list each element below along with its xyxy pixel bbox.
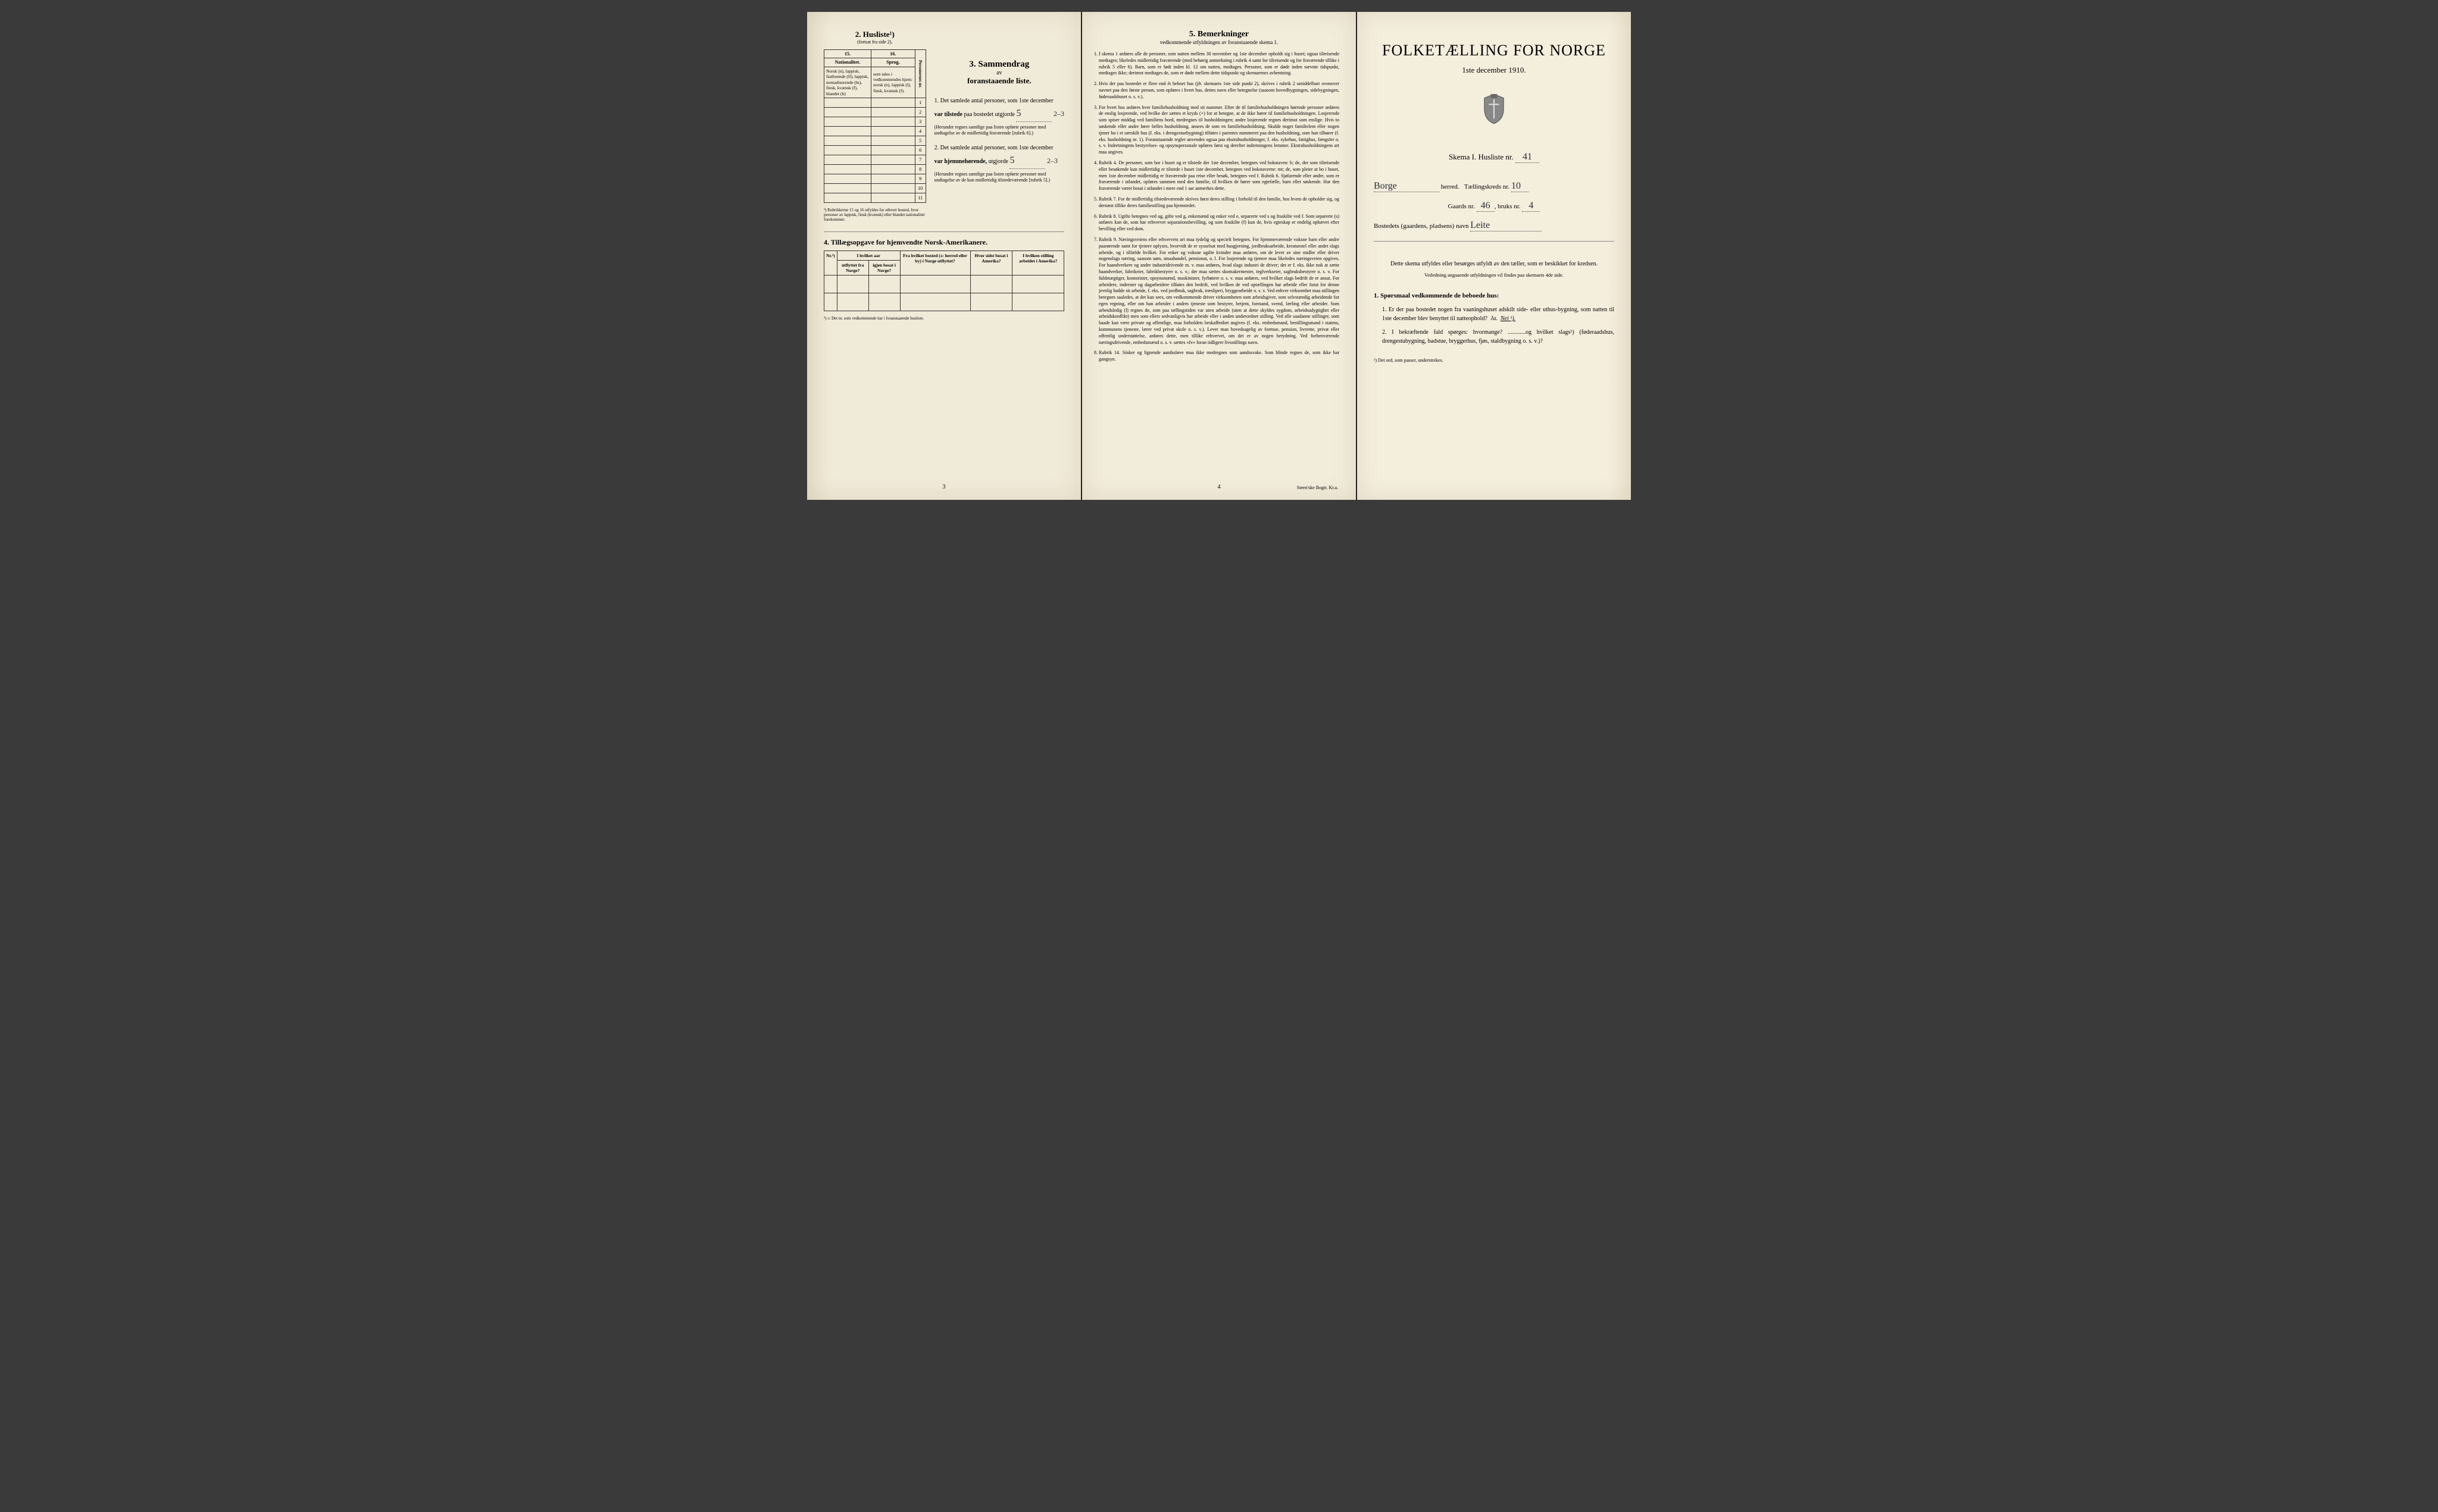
hjemme-count: 5	[1009, 153, 1045, 169]
row-2: 2	[915, 107, 926, 117]
sammendrag-num: 3.	[969, 60, 976, 69]
bruk-value: 4	[1522, 201, 1540, 212]
gaard-value: 46	[1477, 201, 1495, 212]
row-7: 7	[915, 155, 926, 164]
head-nationality: Nationalitet.	[824, 58, 871, 67]
sammendrag-av: av	[934, 70, 1064, 76]
head-language: Sprog,	[871, 58, 915, 67]
nationality-table: 15.16.Personernes nr. Nationalitet.Sprog…	[824, 49, 926, 203]
bemerkninger-title: 5. Bemerkninger	[1099, 30, 1339, 39]
bemerkninger-subtitle: vedkommende utfyldningen av foranstaaend…	[1099, 39, 1339, 45]
bem-item-8: Rubrik 14. Sinker og lignende aandssløve…	[1099, 350, 1339, 363]
col-from: Fra hvilket bosted (ɔ: herred eller by) …	[900, 251, 970, 275]
sprog-legend: som tales i vedkommendes hjem: norsk (n)…	[871, 67, 915, 98]
coat-of-arms-icon	[1374, 93, 1614, 128]
row-1: 1	[915, 98, 926, 107]
nat-legend: Norsk (n), lappisk, fastboende (lf), lap…	[824, 67, 871, 98]
cover-divider	[1374, 241, 1614, 242]
tilstede-note: 2–3	[1054, 109, 1064, 118]
husliste-nr: 41	[1515, 152, 1539, 163]
instructions: Dette skema utfyldes eller besørges utfy…	[1374, 259, 1614, 268]
sammendrag-title: Sammendrag	[978, 60, 1029, 69]
herred-value: Borge	[1374, 181, 1439, 192]
tillaegs-title: 4. Tillægsopgave for hjemvendte Norsk-Am…	[824, 238, 1064, 247]
col-nr: Nr.²)	[824, 251, 837, 275]
page-4: 5. Bemerkninger vedkommende utfyldningen…	[1082, 12, 1356, 500]
husliste-subtitle: (fortsat fra side 2).	[824, 39, 926, 45]
row-6: 6	[915, 145, 926, 155]
item2-paren: (Herunder regnes samtlige paa listen opf…	[934, 171, 1064, 184]
husliste-title: 2. Husliste¹)	[824, 30, 926, 39]
herred-line: Borge herred. Tællingskreds nr. 10	[1374, 181, 1614, 192]
page-1-cover: FOLKETÆLLING FOR NORGE 1ste december 191…	[1357, 12, 1631, 500]
bem-item-3: For hvert hus anføres hver familiehushol…	[1099, 105, 1339, 156]
bem-item-2: Hvis der paa bostedet er flere end ét be…	[1099, 81, 1339, 100]
census-title: FOLKETÆLLING FOR NORGE	[1374, 42, 1614, 60]
col-16: 16.	[871, 50, 915, 58]
page-number-3: 3	[943, 484, 946, 490]
question-heading: 1. Spørsmaal vedkommende de beboede hus:	[1374, 292, 1614, 299]
sammendrag-sub: foranstaaende liste.	[934, 76, 1064, 86]
summary-item-2: 2. Det samlede antal personer, som 1ste …	[934, 143, 1064, 183]
bosted-value: Leite	[1470, 220, 1542, 231]
answer-ja: Ja.	[1490, 315, 1498, 322]
summary-item-1: 1. Det samlede antal personer, som 1ste …	[934, 96, 1064, 136]
tillaegs-footnote: ²) ɔ: Det nr. som vedkommende har i fora…	[824, 316, 1064, 321]
row-10: 10	[915, 183, 926, 193]
page-3: 2. Husliste¹) (fortsat fra side 2). 15.1…	[807, 12, 1081, 500]
census-date: 1ste december 1910.	[1374, 65, 1614, 75]
bemerkninger-list: I skema 1 anføres alle de personer, som …	[1099, 51, 1339, 363]
hjemme-note: 2–3	[1047, 156, 1058, 165]
tilstede-count: 5	[1016, 106, 1052, 122]
amerikaner-table: Nr.²) I hvilket aar Fra hvilket bosted (…	[824, 251, 1064, 311]
cover-footnote: ¹) Det ord, som passer, understrekes.	[1374, 358, 1614, 363]
divider	[824, 231, 1064, 232]
row-9: 9	[915, 174, 926, 183]
person-nr-label: Personernes nr.	[915, 50, 926, 98]
husliste-footnote: ¹) Rubrikkerne 15 og 16 utfyldes for eth…	[824, 208, 926, 222]
subcol-returned: igjen bosat i Norge?	[868, 260, 900, 275]
bem-item-5: Rubrik 7. For de midlertidig tilstedevær…	[1099, 196, 1339, 209]
row-5: 5	[915, 136, 926, 145]
instructions-sub: Veiledning angaaende utfyldningen vil fi…	[1374, 272, 1614, 278]
bem-item-7: Rubrik 9. Næringsveiens eller erhvervets…	[1099, 237, 1339, 346]
col-year: I hvilket aar	[837, 251, 900, 260]
col-15: 15.	[824, 50, 871, 58]
bem-item-6: Rubrik 8. Ugifte betegnes ved ug, gifte …	[1099, 214, 1339, 233]
document-spread: 2. Husliste¹) (fortsat fra side 2). 15.1…	[807, 12, 1631, 500]
item1-paren: (Herunder regnes samtlige paa listen opf…	[934, 124, 1064, 137]
row-4: 4	[915, 126, 926, 136]
subcol-emigrated: utflyttet fra Norge?	[837, 260, 868, 275]
question-1: 1. Er der paa bostedet nogen fra vaaning…	[1382, 305, 1614, 323]
printer-credit: Steen'ske Bogtr. Kr.a.	[1297, 485, 1338, 490]
col-where: Hvor sidst bosat i Amerika?	[970, 251, 1012, 275]
krets-value: 10	[1511, 181, 1529, 192]
bem-item-4: Rubrik 4. De personer, som bor i huset o…	[1099, 160, 1339, 192]
bem-item-1: I skema 1 anføres alle de personer, som …	[1099, 51, 1339, 77]
answer-nei: Nei ¹).	[1501, 315, 1515, 322]
page-number-4: 4	[1218, 484, 1221, 490]
skema-line: Skema I. Husliste nr. 41	[1374, 152, 1614, 163]
bosted-line: Bostedets (gaardens, pladsens) navn Leit…	[1374, 220, 1614, 231]
row-3: 3	[915, 117, 926, 126]
row-11: 11	[915, 193, 926, 202]
col-position: I hvilken stilling arbeidet i Amerika?	[1012, 251, 1064, 275]
row-8: 8	[915, 164, 926, 174]
gaard-line: Gaards nr. 46, bruks nr. 4	[1374, 201, 1614, 212]
question-2: 2. I bekræftende fald spørges: hvormange…	[1382, 328, 1614, 346]
